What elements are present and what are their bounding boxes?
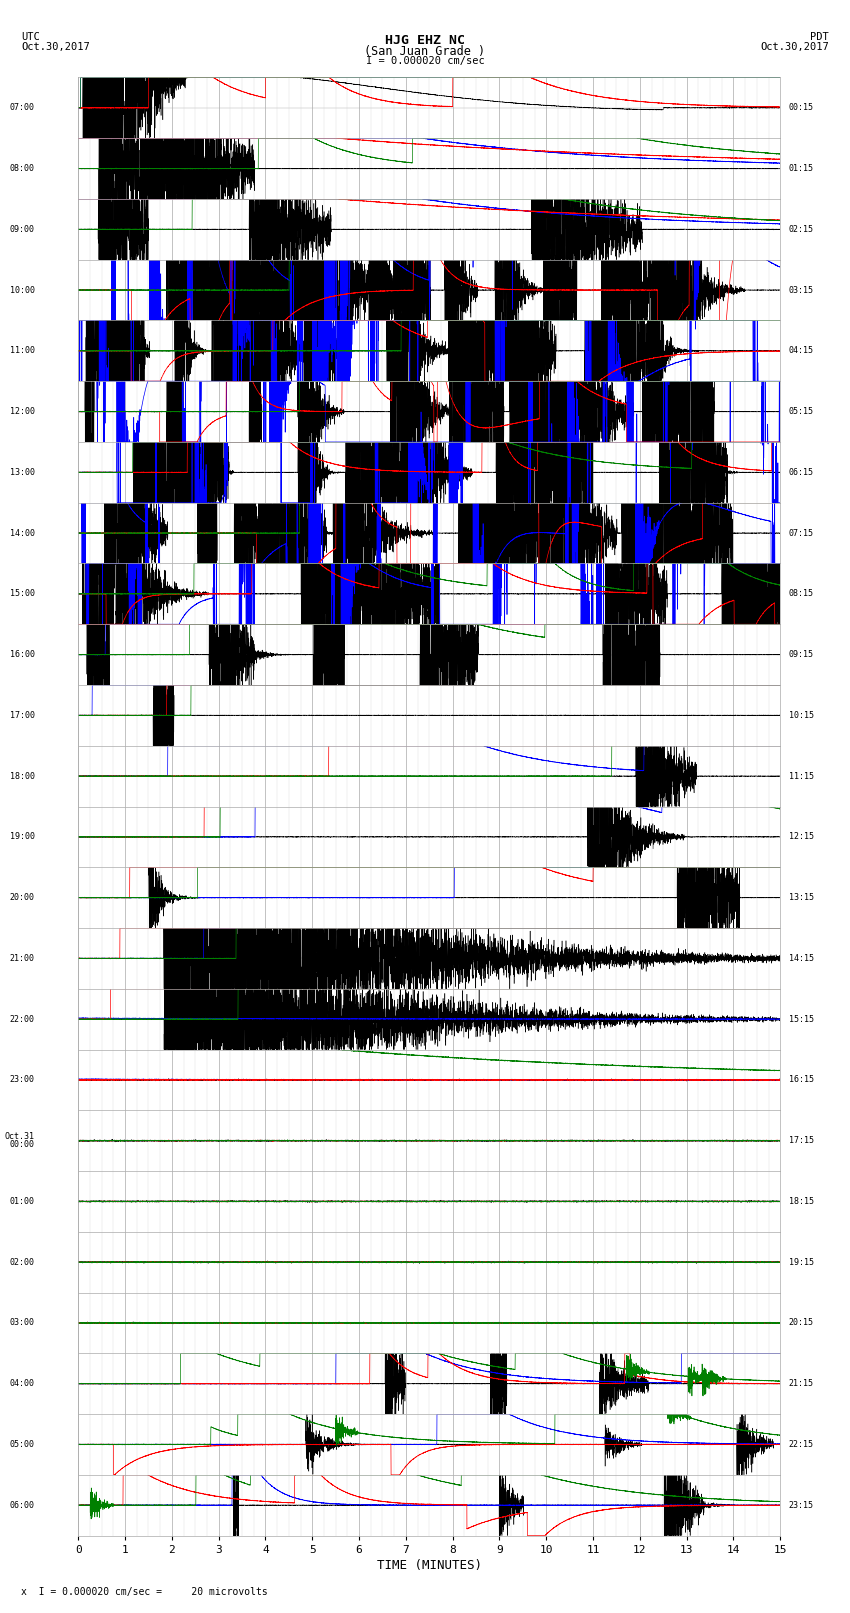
Text: 14:00: 14:00 [9, 529, 35, 537]
Text: 19:00: 19:00 [9, 832, 35, 842]
Text: 07:00: 07:00 [9, 103, 35, 113]
Text: 15:15: 15:15 [789, 1015, 813, 1024]
Text: 23:15: 23:15 [789, 1500, 813, 1510]
Text: 12:15: 12:15 [789, 832, 813, 842]
Text: 15:00: 15:00 [9, 589, 35, 598]
Text: 03:00: 03:00 [9, 1318, 35, 1327]
Text: 09:00: 09:00 [9, 224, 35, 234]
Text: 17:00: 17:00 [9, 711, 35, 719]
Text: 13:00: 13:00 [9, 468, 35, 477]
Text: 22:15: 22:15 [789, 1440, 813, 1448]
Text: 21:00: 21:00 [9, 953, 35, 963]
Text: 03:15: 03:15 [789, 286, 813, 295]
Text: 07:15: 07:15 [789, 529, 813, 537]
Text: 00:15: 00:15 [789, 103, 813, 113]
Text: 11:15: 11:15 [789, 771, 813, 781]
Text: 23:00: 23:00 [9, 1076, 35, 1084]
Text: 20:00: 20:00 [9, 894, 35, 902]
Text: Oct.30,2017: Oct.30,2017 [21, 42, 90, 52]
Text: 10:15: 10:15 [789, 711, 813, 719]
Text: 12:00: 12:00 [9, 406, 35, 416]
Text: I = 0.000020 cm/sec: I = 0.000020 cm/sec [366, 56, 484, 66]
Text: 22:00: 22:00 [9, 1015, 35, 1024]
Text: 09:15: 09:15 [789, 650, 813, 660]
Text: Oct.31
00:00: Oct.31 00:00 [4, 1132, 35, 1150]
Text: x  I = 0.000020 cm/sec =     20 microvolts: x I = 0.000020 cm/sec = 20 microvolts [21, 1587, 268, 1597]
Text: 04:15: 04:15 [789, 347, 813, 355]
Text: Oct.30,2017: Oct.30,2017 [760, 42, 829, 52]
Text: 02:00: 02:00 [9, 1258, 35, 1266]
Text: 13:15: 13:15 [789, 894, 813, 902]
Text: 06:00: 06:00 [9, 1500, 35, 1510]
Text: 18:15: 18:15 [789, 1197, 813, 1207]
Text: 17:15: 17:15 [789, 1136, 813, 1145]
X-axis label: TIME (MINUTES): TIME (MINUTES) [377, 1558, 482, 1571]
Text: 05:00: 05:00 [9, 1440, 35, 1448]
Text: 16:00: 16:00 [9, 650, 35, 660]
Text: 19:15: 19:15 [789, 1258, 813, 1266]
Text: 02:15: 02:15 [789, 224, 813, 234]
Text: 01:15: 01:15 [789, 165, 813, 173]
Text: 14:15: 14:15 [789, 953, 813, 963]
Text: UTC: UTC [21, 32, 40, 42]
Text: 08:00: 08:00 [9, 165, 35, 173]
Text: HJG EHZ NC: HJG EHZ NC [385, 34, 465, 47]
Text: 04:00: 04:00 [9, 1379, 35, 1389]
Text: PDT: PDT [810, 32, 829, 42]
Text: 11:00: 11:00 [9, 347, 35, 355]
Text: 08:15: 08:15 [789, 589, 813, 598]
Text: 18:00: 18:00 [9, 771, 35, 781]
Text: 05:15: 05:15 [789, 406, 813, 416]
Text: 16:15: 16:15 [789, 1076, 813, 1084]
Text: 06:15: 06:15 [789, 468, 813, 477]
Text: 01:00: 01:00 [9, 1197, 35, 1207]
Text: 10:00: 10:00 [9, 286, 35, 295]
Text: 20:15: 20:15 [789, 1318, 813, 1327]
Text: (San Juan Grade ): (San Juan Grade ) [365, 45, 485, 58]
Text: 21:15: 21:15 [789, 1379, 813, 1389]
